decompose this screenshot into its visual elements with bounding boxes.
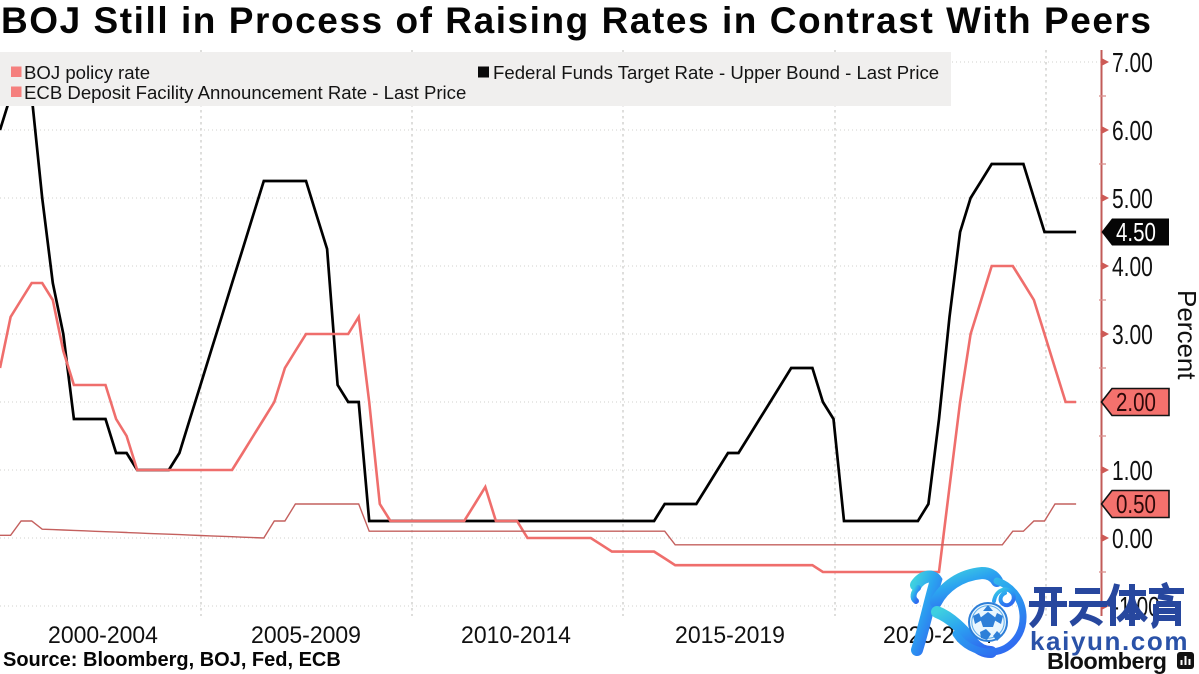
svg-text:BOJ Still in Process of Raisin: BOJ Still in Process of Raising Rates in… — [1, 0, 1153, 41]
svg-text:BOJ policy rate: BOJ policy rate — [24, 62, 150, 83]
svg-text:3.00: 3.00 — [1112, 321, 1153, 351]
svg-text:6.00: 6.00 — [1112, 117, 1153, 147]
svg-text:0.50: 0.50 — [1116, 490, 1156, 519]
svg-text:1.00: 1.00 — [1112, 457, 1153, 487]
svg-text:2000-2004: 2000-2004 — [48, 622, 158, 648]
svg-text:Bloomberg: Bloomberg — [1047, 648, 1167, 674]
svg-text:2.00: 2.00 — [1116, 388, 1156, 417]
svg-text:2005-2009: 2005-2009 — [251, 622, 361, 648]
svg-text:2015-2019: 2015-2019 — [675, 622, 785, 648]
svg-text:4.00: 4.00 — [1112, 253, 1153, 283]
svg-text:ECB Deposit Facility Announcem: ECB Deposit Facility Announcement Rate -… — [24, 82, 466, 103]
svg-text:2010-2014: 2010-2014 — [461, 622, 571, 648]
svg-text:4.50: 4.50 — [1116, 218, 1156, 247]
svg-text:Source: Bloomberg, BOJ, Fed, E: Source: Bloomberg, BOJ, Fed, ECB — [3, 649, 341, 671]
svg-text:0.00: 0.00 — [1112, 525, 1153, 555]
svg-text:Federal Funds Target Rate - Up: Federal Funds Target Rate - Upper Bound … — [493, 62, 939, 83]
svg-text:5.00: 5.00 — [1112, 185, 1153, 215]
svg-text:7.00: 7.00 — [1112, 49, 1153, 79]
svg-text:Percent: Percent — [1172, 290, 1199, 380]
svg-text:kaiyun.com: kaiyun.com — [1030, 626, 1189, 656]
